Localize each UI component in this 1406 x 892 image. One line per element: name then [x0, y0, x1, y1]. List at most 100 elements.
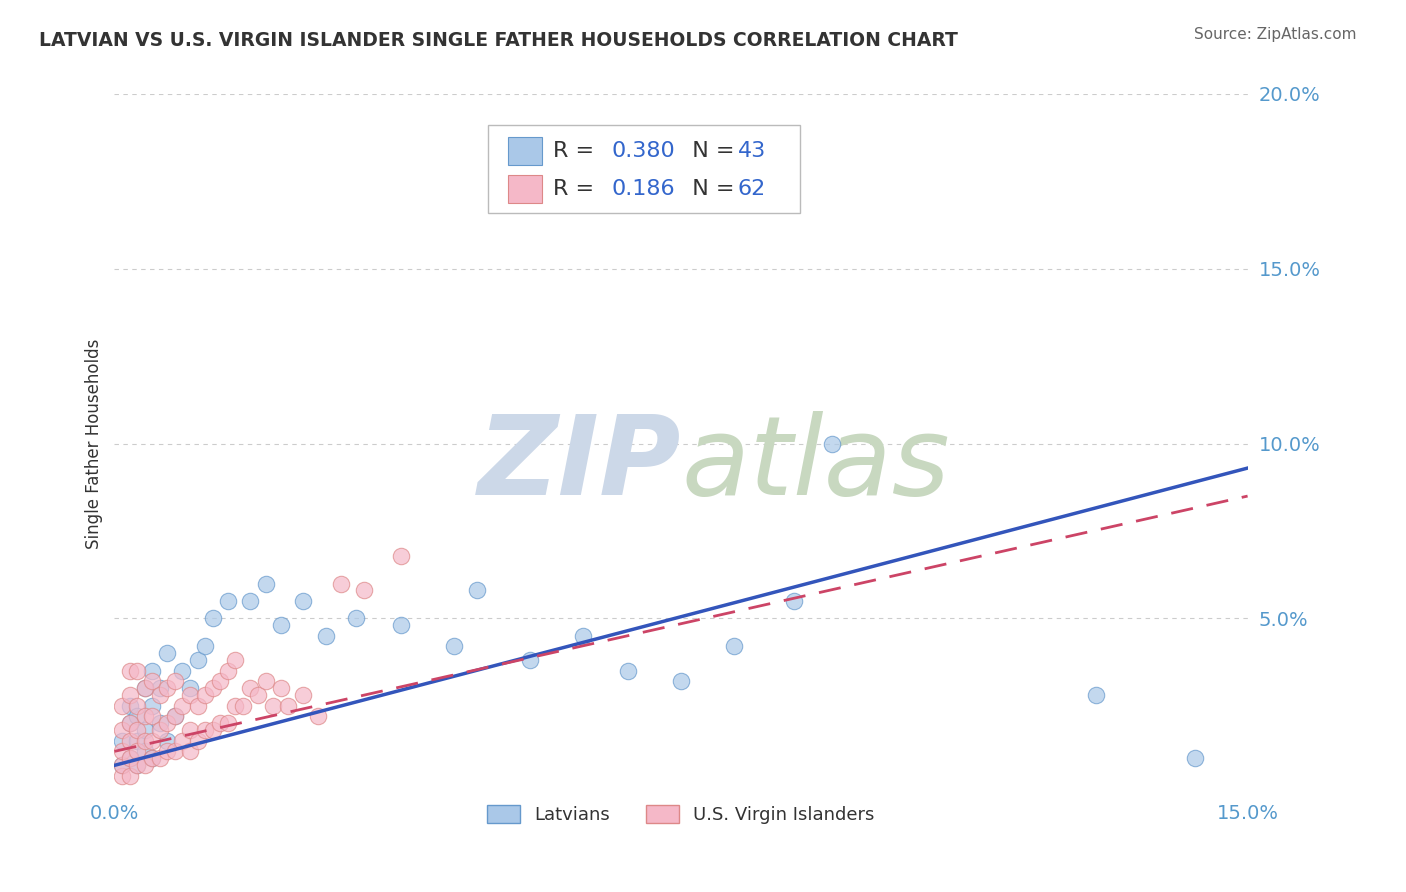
Point — [239, 681, 262, 696]
Point — [125, 734, 148, 748]
Text: 43: 43 — [738, 141, 766, 161]
Point — [783, 594, 806, 608]
Point — [465, 583, 488, 598]
Point — [1184, 751, 1206, 765]
Text: 0.186: 0.186 — [612, 179, 675, 199]
Point — [254, 576, 277, 591]
Point — [149, 716, 172, 731]
Point — [134, 681, 156, 696]
Point — [217, 716, 239, 731]
Point — [163, 709, 186, 723]
Point — [118, 734, 141, 748]
Point — [111, 698, 134, 713]
Point — [141, 709, 163, 723]
Text: N =: N = — [678, 179, 741, 199]
Legend: Latvians, U.S. Virgin Islanders: Latvians, U.S. Virgin Islanders — [478, 796, 883, 833]
Point — [111, 758, 134, 772]
Point — [141, 751, 163, 765]
Point — [179, 681, 201, 696]
Point — [134, 709, 156, 723]
Point — [277, 698, 299, 713]
Point — [217, 594, 239, 608]
Point — [723, 640, 745, 654]
Point — [201, 681, 224, 696]
Point — [186, 698, 208, 713]
Point — [209, 674, 232, 689]
Bar — [508, 175, 541, 203]
Point — [156, 734, 179, 748]
Point — [292, 594, 315, 608]
Point — [194, 723, 217, 738]
Text: Source: ZipAtlas.com: Source: ZipAtlas.com — [1194, 27, 1357, 42]
Text: N =: N = — [678, 141, 741, 161]
Point — [194, 689, 217, 703]
Point — [179, 689, 201, 703]
Point — [572, 629, 595, 643]
Point — [111, 769, 134, 783]
Text: R =: R = — [553, 179, 609, 199]
Point — [821, 436, 844, 450]
Point — [141, 734, 163, 748]
Point — [239, 594, 262, 608]
Point — [141, 751, 163, 765]
Point — [125, 723, 148, 738]
Point — [111, 723, 134, 738]
Text: 0.380: 0.380 — [612, 141, 676, 161]
Point — [111, 744, 134, 758]
Point — [179, 723, 201, 738]
Point — [172, 734, 194, 748]
Point — [156, 681, 179, 696]
Point — [134, 723, 156, 738]
Point — [134, 744, 156, 758]
Point — [391, 618, 413, 632]
Text: ZIP: ZIP — [478, 411, 681, 518]
Point — [118, 664, 141, 678]
Point — [149, 681, 172, 696]
Point — [125, 709, 148, 723]
Point — [344, 611, 367, 625]
Point — [156, 716, 179, 731]
Point — [262, 698, 284, 713]
Point — [163, 744, 186, 758]
Point — [141, 698, 163, 713]
Point — [149, 689, 172, 703]
Point — [292, 689, 315, 703]
Point — [141, 664, 163, 678]
Point — [270, 681, 292, 696]
Point — [209, 716, 232, 731]
Point — [232, 698, 254, 713]
Point — [134, 758, 156, 772]
Point — [217, 664, 239, 678]
Point — [201, 723, 224, 738]
Point — [179, 744, 201, 758]
Point — [617, 664, 640, 678]
Point — [134, 681, 156, 696]
Point — [201, 611, 224, 625]
Text: atlas: atlas — [681, 411, 949, 518]
Point — [111, 758, 134, 772]
Point — [519, 653, 541, 667]
Y-axis label: Single Father Households: Single Father Households — [86, 338, 103, 549]
Point — [134, 734, 156, 748]
Point — [163, 709, 186, 723]
Point — [156, 744, 179, 758]
Point — [125, 664, 148, 678]
Point — [118, 751, 141, 765]
Point — [111, 734, 134, 748]
Bar — [508, 136, 541, 164]
FancyBboxPatch shape — [488, 126, 800, 213]
Point — [353, 583, 375, 598]
Point — [141, 674, 163, 689]
Text: LATVIAN VS U.S. VIRGIN ISLANDER SINGLE FATHER HOUSEHOLDS CORRELATION CHART: LATVIAN VS U.S. VIRGIN ISLANDER SINGLE F… — [39, 31, 959, 50]
Point — [125, 758, 148, 772]
Point — [156, 647, 179, 661]
Point — [224, 698, 246, 713]
Point — [163, 674, 186, 689]
Point — [125, 698, 148, 713]
Point — [186, 653, 208, 667]
Point — [186, 734, 208, 748]
Point — [118, 769, 141, 783]
Point — [391, 549, 413, 563]
Point — [254, 674, 277, 689]
Point — [443, 640, 465, 654]
